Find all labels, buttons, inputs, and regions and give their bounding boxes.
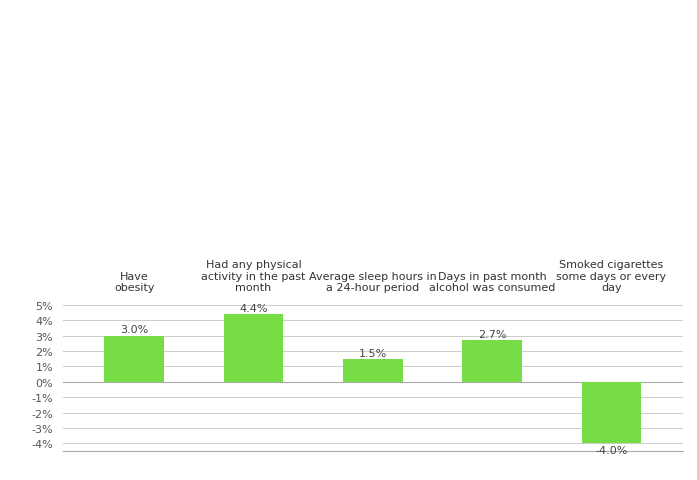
Text: Average sleep hours in
a 24-hour period: Average sleep hours in a 24-hour period bbox=[309, 271, 437, 293]
Text: 4.4%: 4.4% bbox=[239, 303, 268, 313]
Text: Have
obesity: Have obesity bbox=[114, 271, 155, 293]
Text: -4.0%: -4.0% bbox=[595, 445, 628, 456]
Text: Days in past month
alcohol was consumed: Days in past month alcohol was consumed bbox=[429, 271, 556, 293]
Bar bbox=[462, 341, 522, 382]
Bar bbox=[224, 314, 284, 382]
Text: 3.0%: 3.0% bbox=[120, 325, 148, 335]
Bar bbox=[582, 382, 641, 444]
Text: Smoked cigarettes
some days or every
day: Smoked cigarettes some days or every day bbox=[556, 260, 666, 293]
Text: 1.5%: 1.5% bbox=[359, 348, 387, 358]
Bar bbox=[105, 336, 164, 382]
Text: Had any physical
activity in the past
month: Had any physical activity in the past mo… bbox=[201, 260, 306, 293]
Bar bbox=[343, 359, 403, 382]
Text: 2.7%: 2.7% bbox=[478, 329, 507, 339]
